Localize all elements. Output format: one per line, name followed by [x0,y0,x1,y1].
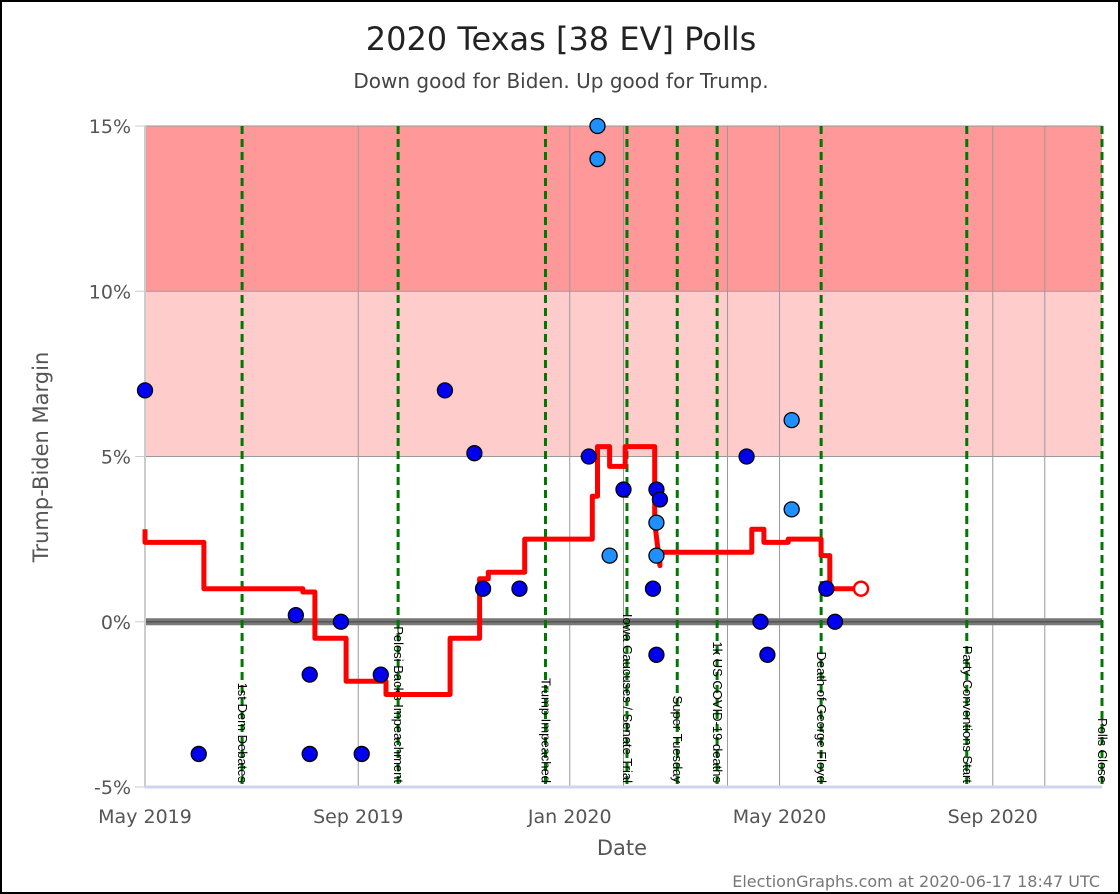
poll-point [783,501,800,518]
event-label: Iowa Caucuses / Senate Trial [620,614,635,783]
poll-point [580,448,597,465]
x-tick-label: Sep 2019 [313,806,403,828]
event-markers: 1st Dem Debates Pelosi Backs Impeachment T… [235,126,1110,787]
poll-point [648,547,665,564]
y-tick-label: 0% [101,612,131,634]
average-series-line [142,444,861,697]
event-label: Pelosi Backs Impeachment [391,626,406,783]
poll-point [826,613,844,630]
poll-point [190,745,207,763]
y-axis-label: Trump-Biden Margin [29,352,53,564]
poll-point [511,580,528,597]
event-label: Trump Impeached [538,678,553,783]
chart-title: 2020 Texas [38 EV] Polls [366,20,757,58]
poll-point [615,481,632,498]
y-tick-label: 5% [101,447,131,469]
poll-point [436,382,454,399]
poll-point [818,580,835,597]
x-tick-label: May 2019 [98,806,192,828]
poll-point [353,745,370,763]
poll-point [738,448,755,465]
poll-point [474,580,492,597]
x-tick-label: Sep 2020 [948,806,1038,828]
poll-point [372,666,389,683]
poll-point [466,445,483,462]
x-tick-label: Jan 2020 [527,806,612,828]
poll-point [648,646,665,663]
y-tick-label: 15% [89,116,131,138]
x-axis-label: Date [597,836,647,860]
poll-point [648,514,665,531]
axes: -5% 0% 5% 10% 15% May 2019 Sep 2019 Jan 2020 May… [89,116,1102,828]
chart-subtitle: Down good for Biden. Up good for Trump. [353,69,768,93]
current-average-marker [852,580,870,597]
poll-point [589,150,606,168]
y-tick-label: -5% [94,777,131,799]
poll-point [589,117,606,135]
poll-point [301,745,318,763]
poll-point [601,547,618,564]
event-label: Super Tuesday [670,696,685,784]
poll-point [759,646,776,663]
event-label: Polls Close [1095,718,1110,783]
average-line [142,444,870,697]
event-label: Death of George Floyd [814,651,829,783]
credit-text: ElectionGraphs.com at 2020-06-17 18:47 U… [732,872,1100,891]
poll-point [301,666,318,683]
poll-point [287,606,304,624]
poll-point [332,613,350,630]
poll-point [644,580,662,597]
event-label: 1k US COVID-19 deaths [710,641,725,783]
y-tick-label: 10% [89,281,131,303]
poll-point [783,411,800,429]
event-label: Party Conventions Start [960,646,975,784]
poll-point [136,382,154,399]
event-label: 1st Dem Debates [235,683,250,784]
poll-point [651,491,669,508]
x-tick-label: May 2020 [733,806,827,828]
poll-points [136,117,844,763]
poll-point [752,613,769,630]
